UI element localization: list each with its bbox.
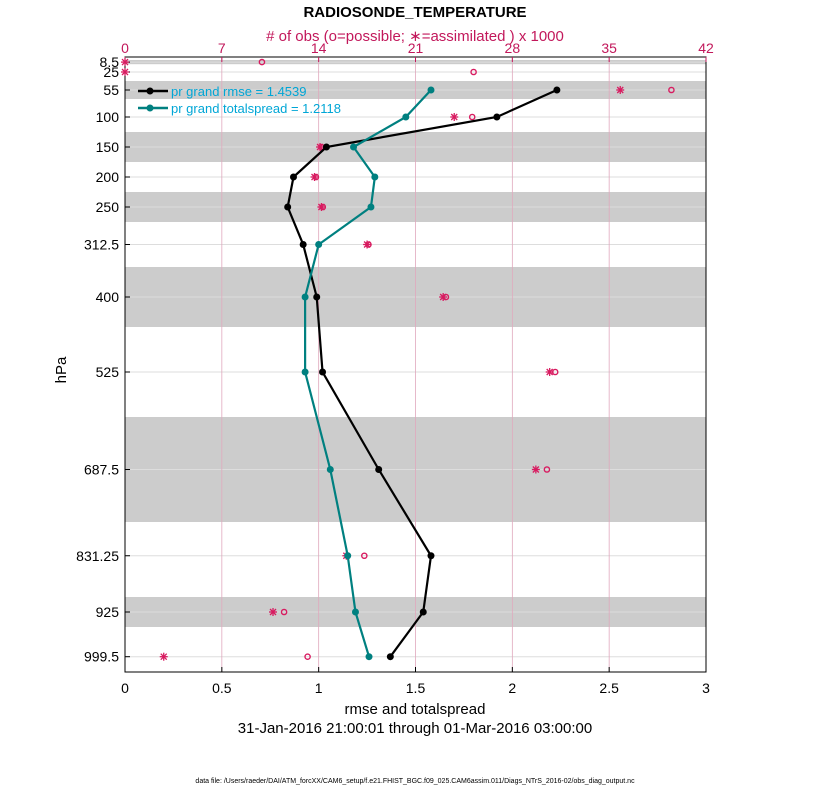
x-tick-label: 1	[315, 680, 323, 696]
series-point-0	[386, 653, 394, 661]
top-tick-label: 0	[121, 40, 129, 56]
x-tick-label: 0.5	[212, 680, 232, 696]
legend-rmse-marker	[146, 87, 154, 95]
legend-spread-label: pr grand totalspread = 1.2118	[171, 101, 341, 116]
obs-possible-marker	[361, 552, 368, 560]
obs-assimilated-marker	[121, 68, 129, 76]
top-tick-label: 28	[505, 40, 521, 56]
series-point-0	[322, 143, 330, 151]
obs-assimilated-marker	[269, 608, 278, 616]
obs-assimilated-marker	[316, 143, 325, 151]
date-range: 31-Jan-2016 21:00:01 through 01-Mar-2016…	[238, 720, 592, 737]
y-tick-label: 25	[103, 64, 119, 80]
series-point-1	[326, 466, 334, 473]
series-point-0	[427, 552, 435, 560]
top-tick-label: 21	[408, 40, 424, 56]
obs-possible-marker	[668, 86, 675, 94]
top-axis-label: # of obs (o=possible; ∗=assimilated ) x …	[266, 28, 564, 45]
obs-assimilated-marker	[545, 368, 554, 376]
series-point-0	[319, 368, 327, 376]
y-tick-label: 525	[96, 364, 120, 380]
series-point-0	[493, 113, 501, 121]
top-tick-label: 35	[601, 40, 617, 56]
obs-possible-marker	[470, 68, 477, 76]
series-line-1	[304, 89, 432, 658]
legend: pr grand rmse = 1.4539 pr grand totalspr…	[138, 84, 341, 116]
obs-assimilated-marker	[159, 652, 168, 661]
y-axis-label: hPa	[53, 356, 70, 383]
series-point-0	[553, 86, 561, 94]
series-point-1	[365, 653, 373, 661]
legend-spread-marker	[146, 104, 154, 112]
obs-assimilated-marker	[121, 58, 129, 67]
obs-possible-marker	[304, 653, 311, 661]
y-tick-label: 312.5	[84, 237, 119, 253]
y-tick-label: 200	[96, 169, 120, 185]
series-line-0	[286, 88, 558, 658]
y-tick-label: 100	[96, 109, 120, 125]
series-point-1	[371, 173, 379, 181]
y-tick-label: 400	[96, 289, 120, 305]
y-ticks: 8.525 55 100 150 200 250 312.5 400 525 687.5 831.2…	[76, 54, 130, 665]
obs-assimilated-marker	[616, 86, 625, 94]
obs-assimilated-marker	[439, 293, 448, 301]
y-tick-label: 250	[96, 199, 120, 215]
obs-possible-marker	[543, 466, 551, 473]
x-axis-label: rmse and totalspread	[345, 701, 486, 718]
series-point-0	[375, 466, 383, 473]
top-grid-lines	[221, 57, 610, 672]
series-point-0	[419, 608, 427, 616]
series-point-1	[427, 86, 435, 94]
top-x-ticks: 0 7 14 21 28 35 42	[121, 40, 714, 62]
chart-title: RADIOSONDE_TEMPERATURE	[303, 4, 526, 21]
series-point-1	[344, 552, 352, 560]
y-tick-label: 8.5	[100, 54, 120, 70]
obs-assimilated-marker	[531, 465, 540, 474]
obs-assimilated-marker	[310, 173, 319, 181]
obs-assimilated-marker	[363, 240, 372, 249]
series-point-1	[402, 113, 410, 121]
top-tick-label: 42	[698, 40, 714, 56]
obs-possible-marker	[468, 113, 476, 121]
obs-assimilated-marker	[450, 113, 459, 121]
series-point-0	[313, 293, 321, 301]
y-tick-label: 999.5	[84, 649, 119, 665]
series-lines	[284, 86, 561, 661]
series-point-1	[301, 368, 309, 376]
x-tick-label: 2	[508, 680, 516, 696]
series-point-0	[289, 173, 297, 181]
y-tick-label: 687.5	[84, 462, 119, 478]
series-point-1	[350, 143, 358, 151]
x-tick-label: 0	[121, 680, 129, 696]
top-tick-label: 14	[311, 40, 327, 56]
series-point-1	[367, 203, 375, 211]
y-tick-label: 55	[103, 82, 119, 98]
x-tick-label: 3	[702, 680, 710, 696]
x-tick-label: 2.5	[599, 680, 619, 696]
x-tick-label: 1.5	[406, 680, 426, 696]
footer-data-file: data file: /Users/raeder/DAI/ATM_forcXX/…	[195, 778, 635, 785]
y-tick-label: 150	[96, 139, 120, 155]
obs-possible-marker	[258, 58, 266, 66]
series-point-1	[351, 608, 359, 616]
top-tick-label: 7	[218, 40, 226, 56]
series-point-0	[284, 203, 292, 211]
series-point-1	[315, 241, 323, 248]
obs-assimilated-marker	[317, 203, 326, 211]
x-ticks: 0 0.5 1 1.5 2 2.5 3	[121, 667, 710, 696]
series-point-1	[301, 293, 309, 301]
legend-rmse-label: pr grand rmse = 1.4539	[171, 84, 307, 99]
obs-possible-marker	[280, 608, 288, 616]
series-point-0	[299, 241, 307, 248]
y-tick-label: 925	[96, 604, 120, 620]
y-tick-label: 831.25	[76, 548, 119, 564]
